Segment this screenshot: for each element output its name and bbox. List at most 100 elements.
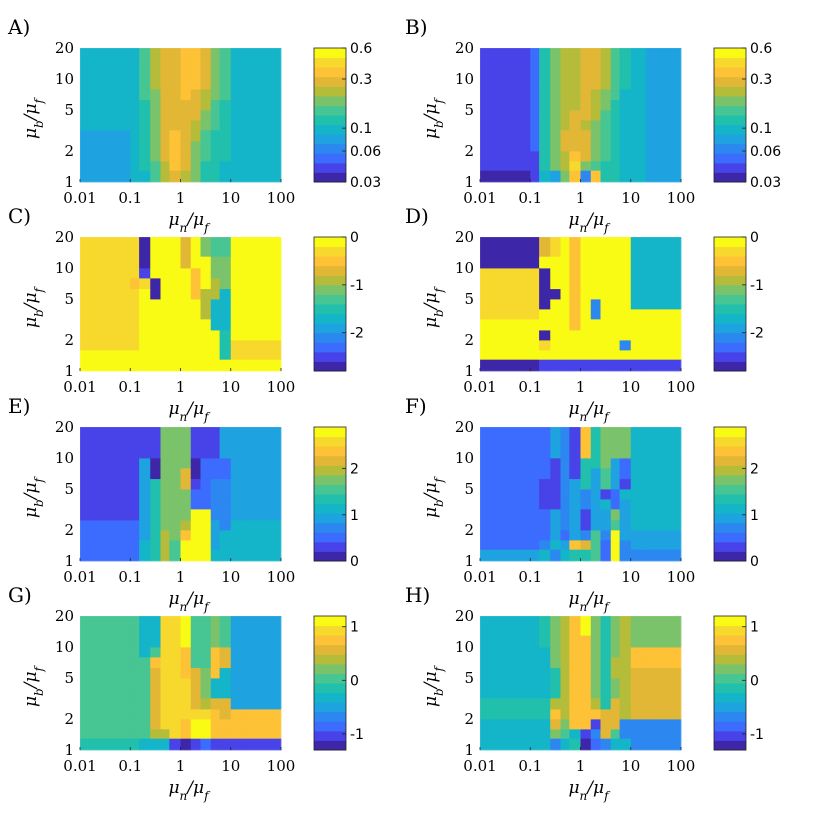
heatmap-cell [245,246,282,257]
y-tick-label: 10 [55,449,74,467]
heatmap-cell [160,288,170,300]
heatmap-cell [190,549,201,562]
panel-label: A) [7,15,30,39]
heatmap-cell [610,709,620,720]
heatmap-cell [480,539,531,550]
y-axis-label: μb/μf [21,285,46,328]
heatmap-cell [219,539,232,550]
heatmap-cell [590,160,601,171]
heatmap-cell [539,719,551,730]
colorbar-segment [714,740,746,751]
heatmap-cell [160,277,170,290]
heatmap-cell [550,359,561,372]
heatmap-cell [130,719,140,730]
colorbar-segment [314,351,346,362]
heatmap-cell [190,687,201,699]
heatmap-cell [580,738,592,751]
heatmap-cell [590,349,601,360]
heatmap-cell [150,277,161,290]
heatmap-cell [580,288,592,300]
heatmap-cell [580,246,592,257]
x-tick-label: 0.1 [118,189,142,207]
heatmap-cell [245,359,282,372]
colorbar-tick-label: 1 [750,620,759,636]
panel-label: D) [405,204,429,228]
heatmap-cell [130,288,140,300]
heatmap-cell [230,288,247,300]
heatmap-cell [210,498,220,510]
heatmap-cell [550,458,561,469]
heatmap-cell [150,141,161,152]
heatmap-cell [610,738,620,751]
heatmap-cell [80,318,131,331]
colorbar-segment [314,635,346,646]
heatmap-cell [560,170,570,183]
heatmap-cell [210,256,220,269]
x-axis-label: μn/μf [168,399,211,424]
heatmap-cell [160,436,170,447]
heatmap-cell [245,330,282,341]
heatmap-cell [210,246,220,257]
heatmap-cell [630,728,647,739]
colorbar-segment [314,673,346,684]
heatmap-cell [580,678,592,689]
heatmap-cell [230,246,247,257]
heatmap-cell [560,277,570,290]
heatmap-cell [619,625,632,636]
heatmap-cell [245,349,282,360]
heatmap-cell [180,129,192,142]
heatmap-cell [630,697,647,710]
heatmap-cell [200,67,212,80]
heatmap-cell [80,277,131,290]
heatmap-cell [160,79,170,90]
heatmap-cell [645,129,682,142]
heatmap-cell [230,129,247,142]
heatmap-cell [580,340,592,351]
heatmap-cell [190,57,201,68]
heatmap-cell [480,79,531,90]
colorbar-frame [313,47,347,183]
heatmap-cell [630,268,647,279]
heatmap-cell [539,88,551,101]
heatmap-cell [210,349,220,360]
heatmap-cell [190,318,201,331]
heatmap-cell [139,88,151,101]
heatmap-cell [645,340,682,351]
heatmap-cell [610,359,620,372]
heatmap-cell [230,237,247,248]
heatmap-cell [569,436,581,447]
heatmap-cell [539,458,551,469]
heatmap-cell [569,246,581,257]
heatmap-cell [210,520,220,531]
heatmap-cell [150,549,161,562]
heatmap-cell [530,467,540,480]
colorbar-segment [314,304,346,315]
heatmap-cell [200,349,212,360]
heatmap-cell [550,79,561,90]
heatmap-cell [560,340,570,351]
heatmap-cell [600,697,612,710]
colorbar-segment [314,692,346,703]
heatmap-cell [600,709,612,720]
heatmap-cell [130,656,140,669]
heatmap-cell [245,697,282,710]
heatmap-cell [130,616,140,627]
heatmap-cell [210,687,220,699]
colorbar-segment [314,683,346,694]
heatmap-cell [219,299,232,310]
colorbar-segment [314,446,346,457]
heatmap-cell [245,170,282,183]
heatmap-cell [580,467,592,480]
heatmap-cell [219,170,232,183]
heatmap-cell [645,436,682,447]
colorbar-segment [714,465,746,476]
heatmap-cell [580,498,592,510]
heatmap-cell [230,99,247,111]
y-tick-label: 10 [455,259,474,277]
heatmap-cell [190,141,201,152]
colorbar-segment [714,730,746,741]
heatmap-cell [245,539,282,550]
heatmap-cell [530,57,540,68]
heatmap-cell [645,520,682,531]
heatmap-cell [219,647,232,658]
